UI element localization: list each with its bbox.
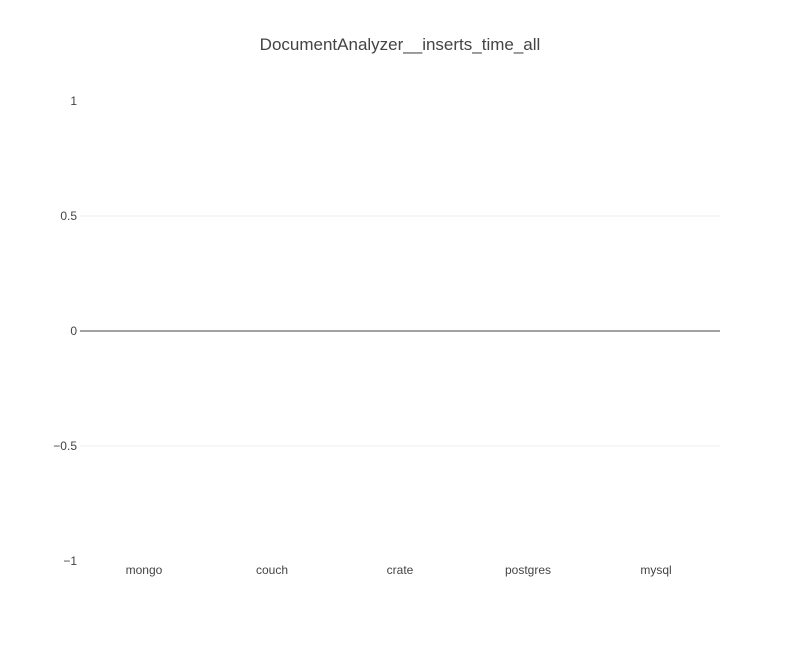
y-axis-ticks: −1 −0.5 0 0.5 1 bbox=[53, 94, 77, 568]
x-tick-label: couch bbox=[256, 563, 288, 577]
x-tick-label: mysql bbox=[640, 563, 671, 577]
y-tick-label: 0 bbox=[70, 324, 77, 338]
x-axis-ticks: mongo couch crate postgres mysql bbox=[126, 563, 672, 577]
y-tick-label: 1 bbox=[70, 94, 77, 108]
x-tick-label: crate bbox=[387, 563, 414, 577]
x-tick-label: postgres bbox=[505, 563, 551, 577]
y-tick-label: −0.5 bbox=[53, 439, 77, 453]
y-tick-label: −1 bbox=[63, 554, 77, 568]
chart-title: DocumentAnalyzer__inserts_time_all bbox=[260, 35, 541, 54]
x-tick-label: mongo bbox=[126, 563, 163, 577]
gridlines bbox=[80, 215, 720, 447]
y-tick-label: 0.5 bbox=[60, 209, 77, 223]
